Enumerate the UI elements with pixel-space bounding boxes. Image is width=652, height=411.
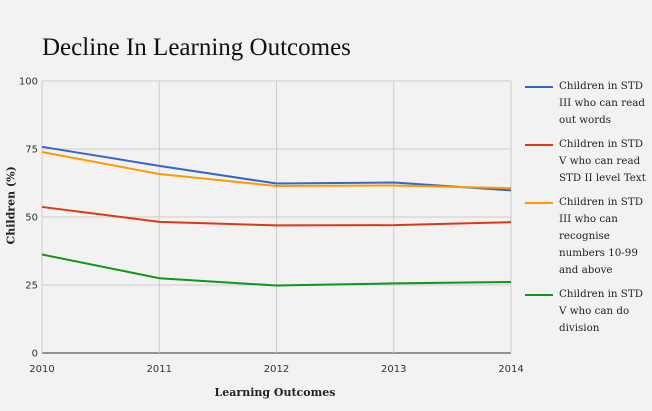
x-tick-label: 2012 <box>264 364 289 375</box>
series-line-4[interactable] <box>41 253 512 287</box>
series-line-1[interactable] <box>41 145 512 192</box>
legend-item-4[interactable]: Children in STD V who can do division <box>523 286 651 337</box>
x-tick-label: 2013 <box>381 364 406 375</box>
legend-item-2[interactable]: Children in STD V who can read STD II le… <box>523 136 651 187</box>
legend-swatch-2 <box>525 144 553 146</box>
x-tick-label: 2010 <box>29 364 54 375</box>
legend-label-4: Children in STD V who can do division <box>559 288 643 334</box>
y-tick-label: 75 <box>25 145 38 156</box>
legend-swatch-4 <box>525 294 553 296</box>
y-tick-label: 50 <box>25 213 38 224</box>
y-tick-label: 25 <box>25 281 38 292</box>
series-line-2[interactable] <box>41 205 512 227</box>
y-tick-label: 0 <box>32 349 38 360</box>
legend-swatch-1 <box>525 86 553 88</box>
series-line-3[interactable] <box>41 151 512 190</box>
legend-swatch-3 <box>525 202 553 204</box>
legend-item-1[interactable]: Children in STD III who can read out wor… <box>523 78 651 129</box>
x-tick-label: 2014 <box>498 364 523 375</box>
chart-title: Decline In Learning Outcomes <box>42 34 351 61</box>
y-tick-label: 100 <box>19 77 38 88</box>
legend-item-3[interactable]: Children in STD III who can recognise nu… <box>523 194 651 279</box>
x-tick-label: 2011 <box>147 364 172 375</box>
x-axis-title: Learning Outcomes <box>214 386 336 399</box>
legend-label-2: Children in STD V who can read STD II le… <box>559 138 646 184</box>
legend-label-1: Children in STD III who can read out wor… <box>559 80 645 126</box>
legend: Children in STD III who can read out wor… <box>523 78 651 344</box>
legend-label-3: Children in STD III who can recognise nu… <box>559 196 643 276</box>
